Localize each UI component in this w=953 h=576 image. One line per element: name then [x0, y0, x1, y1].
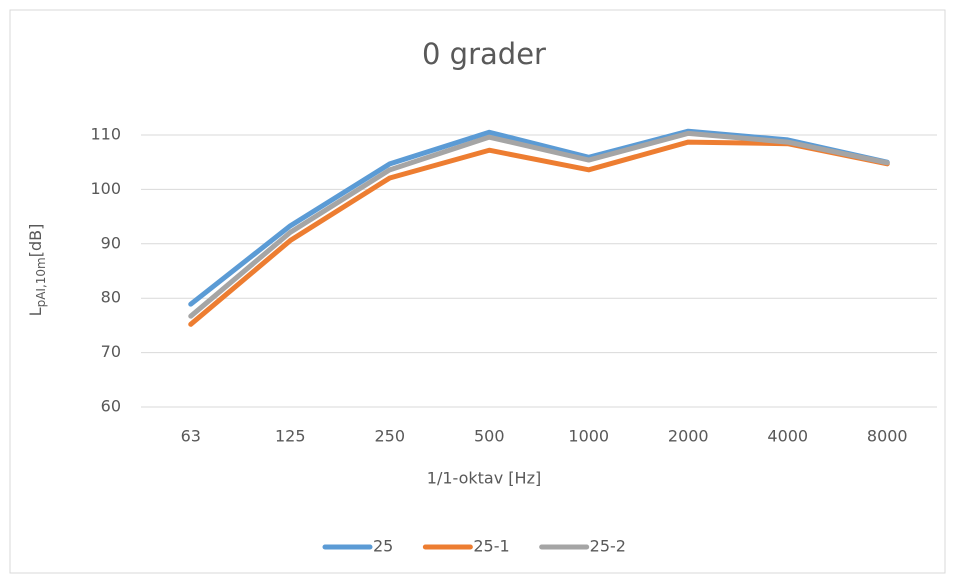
- legend-label: 25: [373, 537, 393, 556]
- x-tick-label: 1000: [568, 427, 609, 446]
- x-tick-label: 2000: [668, 427, 709, 446]
- x-tick-label: 125: [275, 427, 306, 446]
- y-label-main: L: [26, 307, 45, 316]
- x-axis-label: 1/1-oktav [Hz]: [427, 469, 541, 488]
- y-tick-label: 70: [101, 342, 121, 361]
- chart-title: 0 grader: [422, 37, 546, 71]
- y-axis-label: LpAI,10m[dB]: [26, 224, 48, 317]
- x-tick-label: 250: [374, 427, 405, 446]
- y-tick-label: 80: [101, 288, 121, 307]
- x-tick-label: 63: [181, 427, 201, 446]
- legend-label: 25-1: [473, 537, 509, 556]
- y-tick-label: 110: [90, 125, 121, 144]
- y-label-unit: [dB]: [26, 224, 45, 258]
- x-tick-label: 4000: [767, 427, 808, 446]
- x-tick-label: 8000: [867, 427, 908, 446]
- chart-border: [9, 9, 946, 574]
- y-tick-label: 100: [90, 179, 121, 198]
- series-line: [188, 139, 890, 327]
- series-line: [188, 130, 890, 319]
- y-tick-label: 60: [101, 397, 121, 416]
- y-label-sub: pAI,10m: [34, 257, 48, 307]
- x-tick-label: 500: [474, 427, 505, 446]
- legend-label: 25-2: [590, 537, 626, 556]
- y-tick-label: 90: [101, 233, 121, 252]
